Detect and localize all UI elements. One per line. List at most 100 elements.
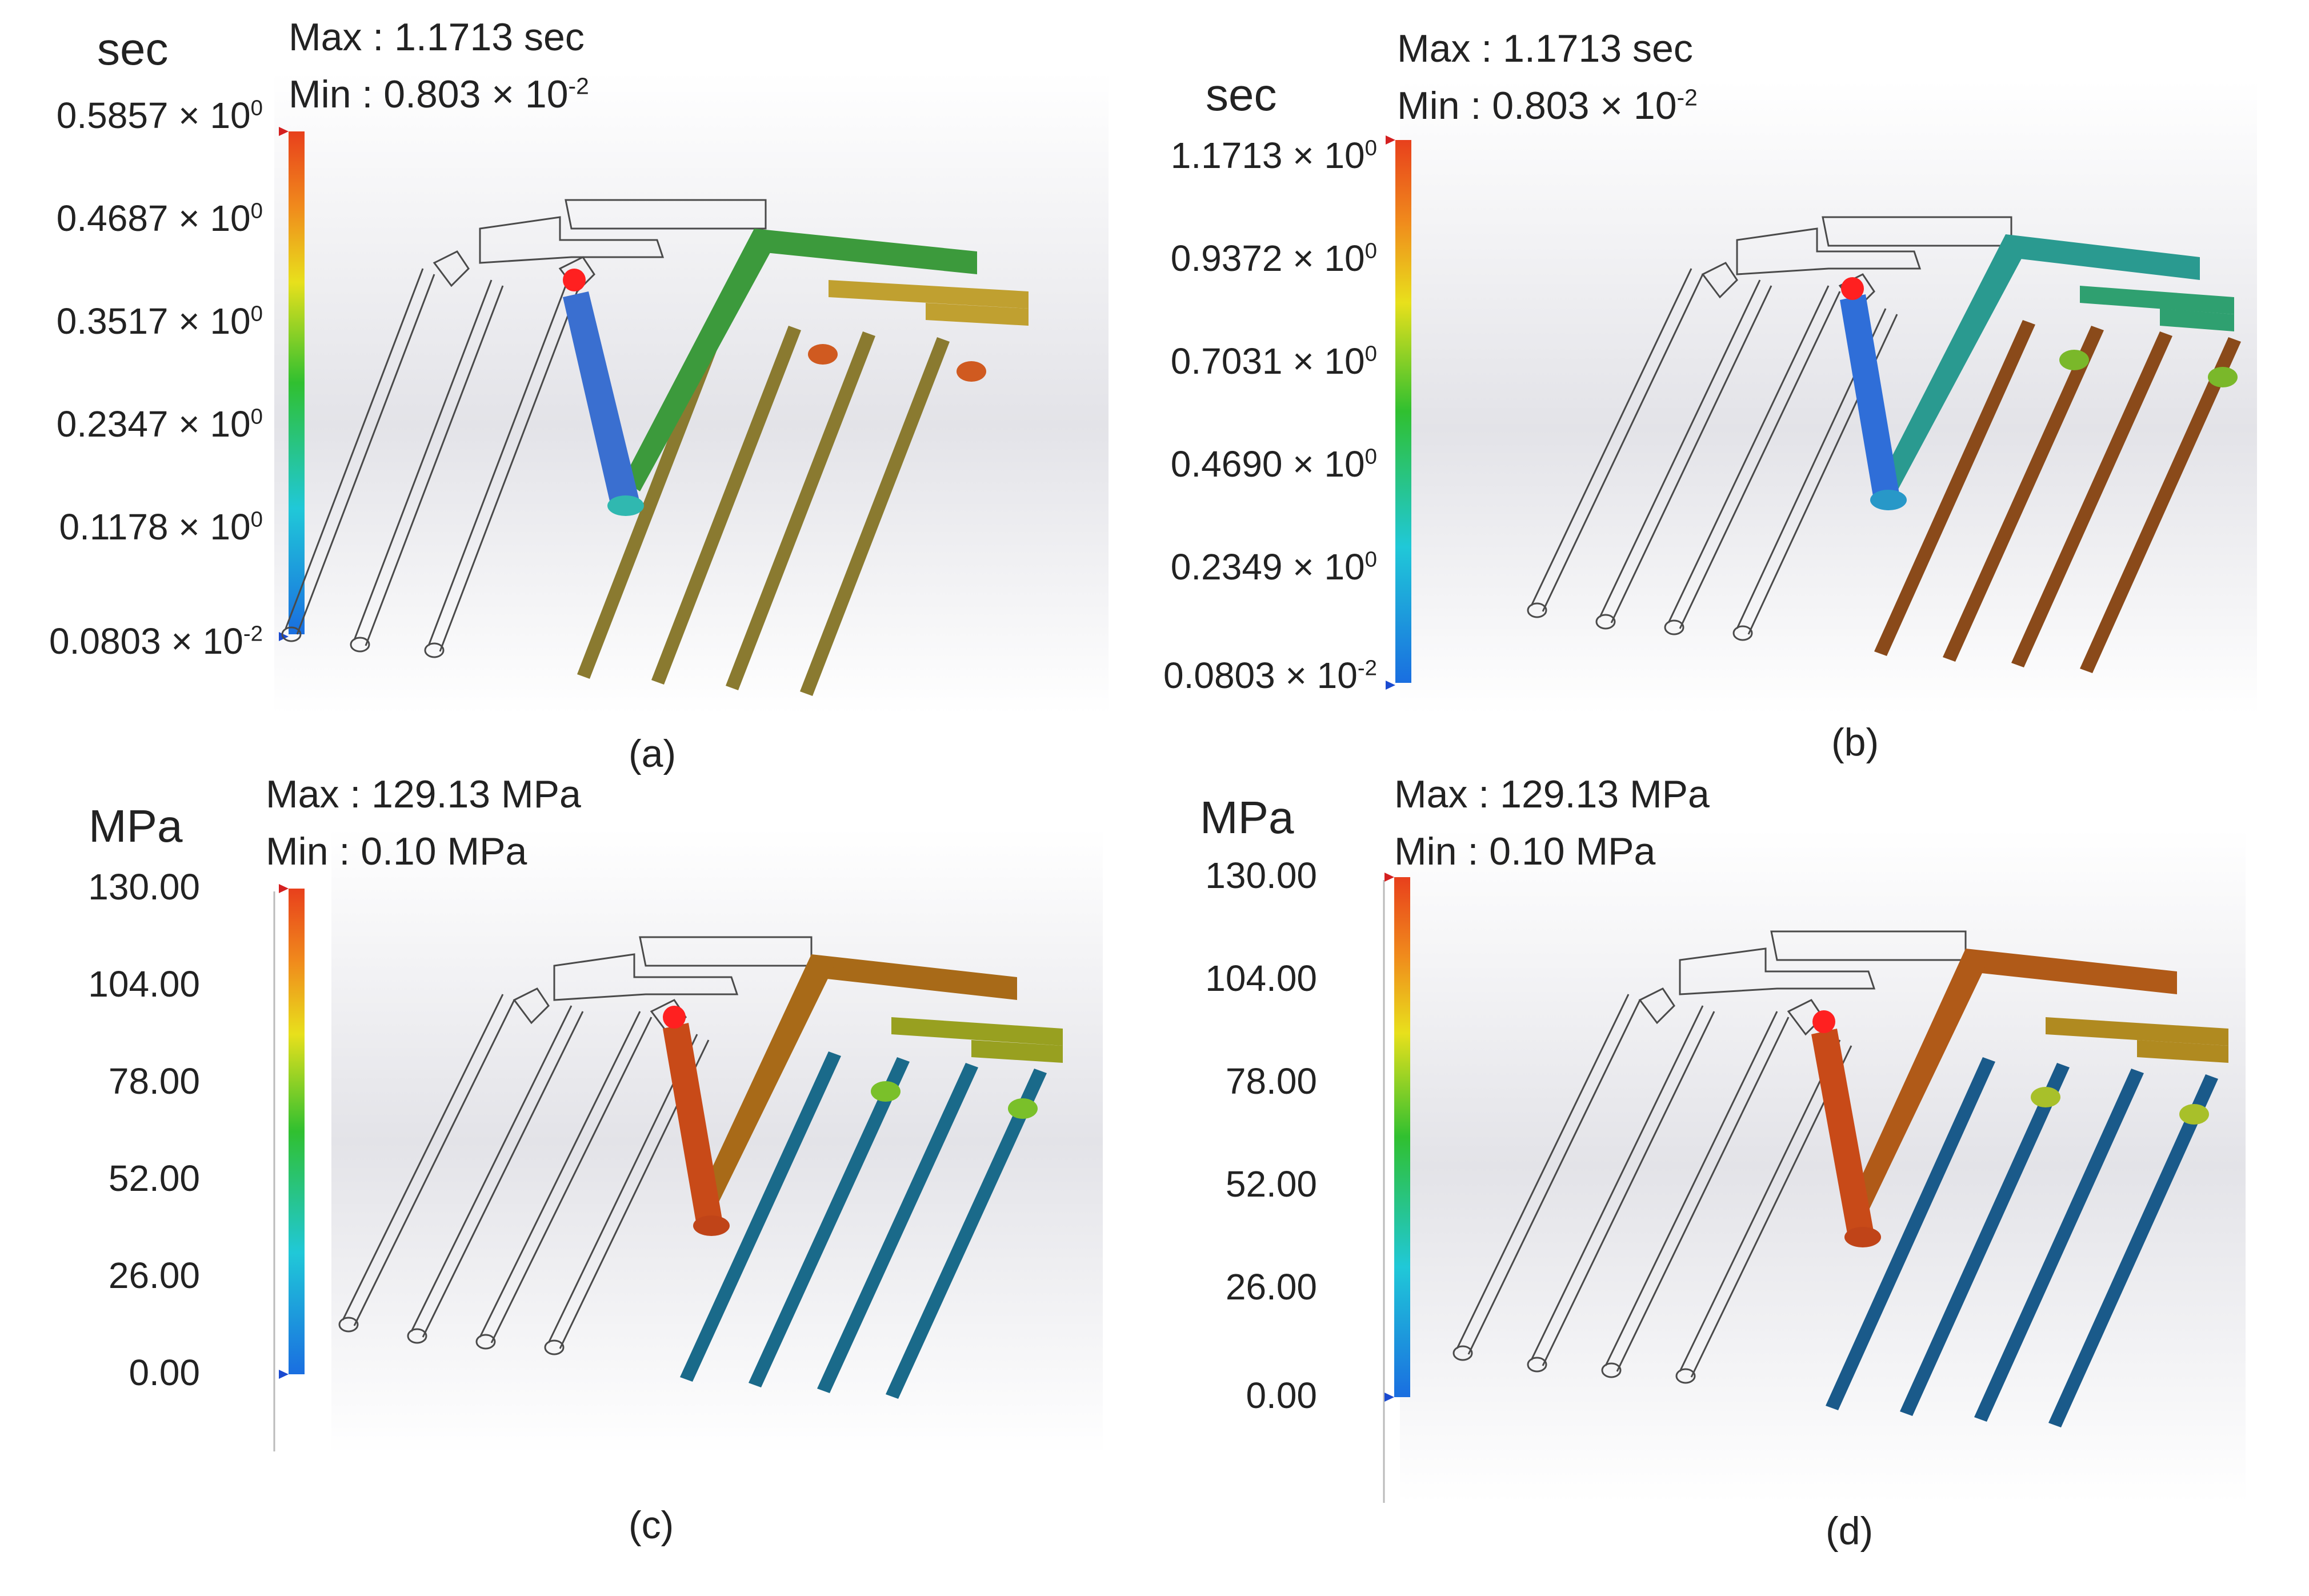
filled-sprue xyxy=(563,291,640,509)
inlet-point xyxy=(563,269,586,291)
filled-parts xyxy=(1840,234,2241,673)
sprue-base xyxy=(693,1215,730,1236)
filled-rod xyxy=(2080,337,2241,673)
filled-rod xyxy=(800,337,950,696)
filled-rod xyxy=(726,331,875,690)
max-min-readout: Max : 1.1713 sec Min : 0.803 × 10-2 xyxy=(289,9,589,123)
tick-base: 78.00 xyxy=(1225,1061,1317,1102)
filled-gate xyxy=(2179,1104,2209,1125)
tick-base: 78.00 xyxy=(108,1061,200,1102)
filled-rod xyxy=(577,320,727,679)
filled-gate xyxy=(871,1081,901,1102)
legend-tick-label: 26.00 xyxy=(109,1254,200,1297)
max-min-readout: Max : 129.13 MPa Min : 0.10 MPa xyxy=(266,766,581,880)
tick-base: 0.00 xyxy=(129,1352,200,1393)
legend-tick-label: 0.3517 × 100 xyxy=(57,300,263,342)
min-value-exp: -2 xyxy=(1676,84,1698,111)
filled-rod xyxy=(2048,1074,2218,1427)
filled-rod xyxy=(1874,320,2035,656)
filled-gate xyxy=(2059,350,2089,370)
sprue-base xyxy=(1844,1227,1881,1247)
filled-rod xyxy=(817,1063,978,1393)
filled-parts xyxy=(563,229,1029,696)
tick-base: 130.00 xyxy=(88,866,200,907)
tick-base: 52.00 xyxy=(1225,1163,1317,1205)
legend-color-bar xyxy=(1394,877,1410,1397)
legend-tick-label: 0.4687 × 100 xyxy=(57,197,263,239)
min-value-base: Min : 0.10 MPa xyxy=(266,830,527,873)
min-value-base: Min : 0.10 MPa xyxy=(1394,830,1656,873)
legend-tick-label: 0.0803 × 10-2 xyxy=(49,620,263,662)
tick-base: 0.0803 × 10 xyxy=(49,621,243,662)
model-view-b xyxy=(1386,80,2257,714)
filled-branch xyxy=(829,280,1029,309)
legend-min-marker xyxy=(1386,681,1395,690)
filled-runner xyxy=(1846,949,1988,1223)
filled-runner xyxy=(811,954,1017,1000)
tick-exp: -2 xyxy=(1357,655,1377,681)
min-value-base: Min : 0.803 × 10 xyxy=(1397,84,1677,127)
filled-runner xyxy=(2006,234,2200,280)
filled-branch xyxy=(2046,1017,2228,1046)
legend-tick-label: 130.00 xyxy=(1205,854,1317,897)
filled-parts xyxy=(663,954,1063,1399)
inlet-point xyxy=(663,1006,686,1029)
tick-base: 0.9372 × 10 xyxy=(1170,238,1365,279)
min-value: Min : 0.803 × 10-2 xyxy=(289,66,589,123)
filled-branch xyxy=(2137,1040,2228,1063)
model-view-c xyxy=(273,829,1103,1454)
tick-base: 0.2347 × 10 xyxy=(56,403,251,445)
filled-rod xyxy=(1943,326,2104,662)
legend-tick-label: 104.00 xyxy=(1205,957,1317,999)
filled-parts xyxy=(1811,949,2228,1427)
legend-unit: sec xyxy=(97,23,169,74)
legend-tick-label: 78.00 xyxy=(1226,1060,1317,1102)
render-background xyxy=(1400,829,2246,1503)
panel-caption: (a) xyxy=(629,732,677,775)
panel-caption: (d) xyxy=(1826,1509,1874,1553)
panel-d: MPa Max : 129.13 MPa Min : 0.10 MPa 130.… xyxy=(1131,766,2274,1554)
legend-tick-label: 130.00 xyxy=(88,866,200,908)
tick-exp: 0 xyxy=(250,301,263,326)
filled-sprue xyxy=(1811,1029,1874,1240)
tick-exp: 0 xyxy=(1364,135,1377,161)
legend-min-marker xyxy=(279,1370,289,1379)
tick-base: 104.00 xyxy=(1205,958,1317,999)
max-value: Max : 129.13 MPa xyxy=(1394,773,1710,816)
filled-runner xyxy=(623,229,777,491)
legend-tick-label: 0.2349 × 100 xyxy=(1171,546,1377,588)
min-value-exp: -2 xyxy=(568,73,589,99)
unfilled-outline xyxy=(281,199,767,658)
sprue-base xyxy=(1870,490,1907,510)
legend-max-marker xyxy=(279,884,289,893)
tick-exp: 0 xyxy=(1364,341,1377,366)
max-value: Max : 1.1713 sec xyxy=(289,15,585,59)
filled-gate xyxy=(2031,1087,2060,1107)
filled-branch xyxy=(891,1017,1063,1046)
max-min-readout: Max : 1.1713 sec Min : 0.803 × 10-2 xyxy=(1397,20,1698,134)
legend-min-marker xyxy=(1384,1393,1394,1402)
filled-branch xyxy=(2160,309,2234,331)
tick-exp: -2 xyxy=(243,621,263,646)
tick-base: 0.4687 × 10 xyxy=(56,198,251,239)
model-view-a xyxy=(274,71,1109,714)
tick-base: 104.00 xyxy=(88,963,200,1005)
tick-exp: 0 xyxy=(1364,547,1377,572)
tick-base: 0.2349 × 10 xyxy=(1170,546,1365,587)
filled-branch xyxy=(926,303,1029,326)
filled-sprue xyxy=(663,1023,723,1229)
panel-a: sec Max : 1.1713 sec Min : 0.803 × 10-2 … xyxy=(0,0,1143,789)
filled-runner xyxy=(1880,234,2028,491)
legend-tick-label: 0.9372 × 100 xyxy=(1171,237,1377,279)
tick-base: 1.1713 × 10 xyxy=(1170,135,1365,176)
render-background xyxy=(331,829,1103,1454)
legend-tick-label: 78.00 xyxy=(109,1060,200,1102)
filled-branch xyxy=(2080,286,2234,314)
legend-unit: MPa xyxy=(1200,792,1294,843)
tick-exp: 0 xyxy=(250,198,263,223)
legend-unit: MPa xyxy=(89,801,183,851)
filled-runner xyxy=(754,229,977,274)
min-value: Min : 0.803 × 10-2 xyxy=(1397,77,1698,134)
min-value: Min : 0.10 MPa xyxy=(266,823,581,880)
max-min-readout: Max : 129.13 MPa Min : 0.10 MPa xyxy=(1394,766,1710,880)
